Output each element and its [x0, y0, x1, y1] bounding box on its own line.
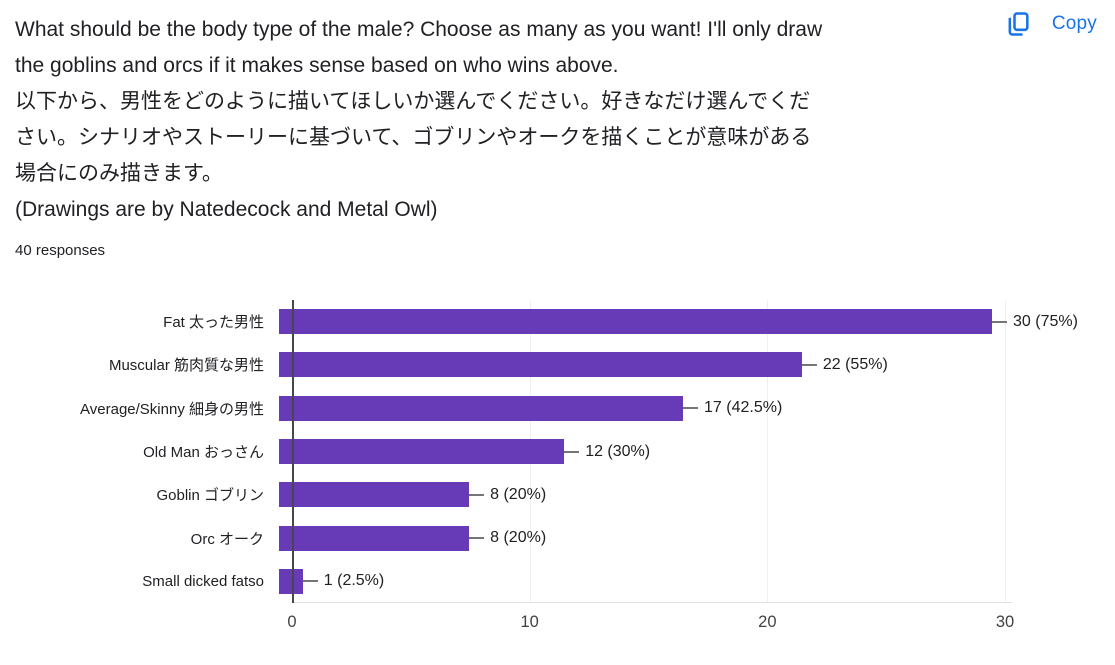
bar-value-label: 12 (30%)	[585, 442, 651, 460]
gridline	[1005, 300, 1006, 603]
question-line: さい。シナリオやストーリーに基づいて、ゴブリンやオークを描くことが意味がある	[15, 126, 812, 149]
question-text: What should be the body type of the male…	[15, 12, 960, 228]
bar-track: 8 (20%)	[279, 516, 1115, 559]
responses-count: 40 responses	[15, 242, 106, 259]
bar-value-label: 17 (42.5%)	[704, 399, 783, 417]
bar-track: 1 (2.5%)	[279, 560, 1115, 603]
chart-row: Orc オーク 8 (20%)	[0, 516, 1115, 559]
bar-track: 22 (55%)	[279, 343, 1115, 386]
annotation-connector	[302, 580, 318, 583]
question-line: What should be the body type of the male…	[15, 18, 823, 41]
gridline	[767, 300, 769, 603]
annotation-connector	[992, 320, 1007, 323]
bar[interactable]	[279, 395, 684, 421]
annotation-connector	[683, 407, 699, 410]
bar[interactable]	[279, 568, 303, 594]
chart-row: Old Man おっさん 12 (30%)	[0, 430, 1115, 473]
category-label: Muscular 筋肉質な男性	[108, 357, 264, 375]
category-label: Orc オーク	[190, 530, 264, 548]
copy-button[interactable]: Copy	[1004, 10, 1097, 38]
bar-value-label: 22 (55%)	[822, 355, 888, 373]
x-axis-tick: 10	[520, 613, 539, 631]
x-axis-tick: 0	[287, 613, 297, 631]
bar-track: 12 (30%)	[279, 430, 1115, 473]
bar-value-label: 8 (20%)	[490, 485, 547, 503]
annotation-connector	[469, 537, 485, 540]
question-line: the goblins and orcs if it makes sense b…	[15, 54, 619, 77]
bar-value-label: 1 (2.5%)	[323, 572, 385, 590]
chart-row: Small dicked fatso 1 (2.5%)	[0, 560, 1115, 603]
annotation-connector	[801, 363, 817, 366]
bar[interactable]	[279, 352, 802, 378]
annotation-connector	[469, 493, 485, 496]
copy-icon	[1004, 10, 1032, 38]
category-label: Small dicked fatso	[142, 572, 264, 590]
bar-rows: Fat 太った男性 30 (75%) Muscular 筋肉質な男性 22 (55%)…	[0, 300, 1115, 603]
bar-value-label: 8 (20%)	[490, 529, 547, 547]
annotation-connector	[564, 450, 580, 453]
question-line: 場合にのみ描きます。	[15, 162, 223, 185]
chart-row: Muscular 筋肉質な男性 22 (55%)	[0, 343, 1115, 386]
bar[interactable]	[279, 525, 470, 551]
bar[interactable]	[279, 439, 565, 465]
x-axis-tick: 20	[758, 613, 777, 631]
x-axis-baseline	[292, 602, 1012, 603]
bar-track: 30 (75%)	[279, 300, 1115, 343]
chart-row: Average/Skinny 細身の男性 17 (42.5%)	[0, 387, 1115, 430]
bar[interactable]	[279, 482, 470, 508]
category-label: Average/Skinny 細身の男性	[80, 400, 264, 418]
chart-row: Goblin ゴブリン 8 (20%)	[0, 473, 1115, 516]
chart-row: Fat 太った男性 30 (75%)	[0, 300, 1115, 343]
category-label: Goblin ゴブリン	[156, 487, 264, 505]
y-axis-line	[292, 300, 294, 603]
bar-chart: Fat 太った男性 30 (75%) Muscular 筋肉質な男性 22 (55%)…	[0, 300, 1115, 640]
category-label: Fat 太った男性	[163, 314, 264, 332]
question-line: 以下から、男性をどのように描いてほしいか選んでください。好きなだけ選んでくだ	[15, 90, 811, 113]
bar[interactable]	[279, 309, 992, 335]
x-axis-tick: 30	[995, 613, 1015, 631]
copy-button-label: Copy	[1051, 13, 1097, 34]
bar-value-label: 30 (75%)	[1013, 312, 1078, 330]
bar-track: 8 (20%)	[279, 473, 1115, 516]
category-label: Old Man おっさん	[143, 444, 264, 462]
question-attribution: (Drawings are by Natedecock and Metal Ow…	[15, 198, 438, 221]
bar-track: 17 (42.5%)	[279, 387, 1115, 430]
